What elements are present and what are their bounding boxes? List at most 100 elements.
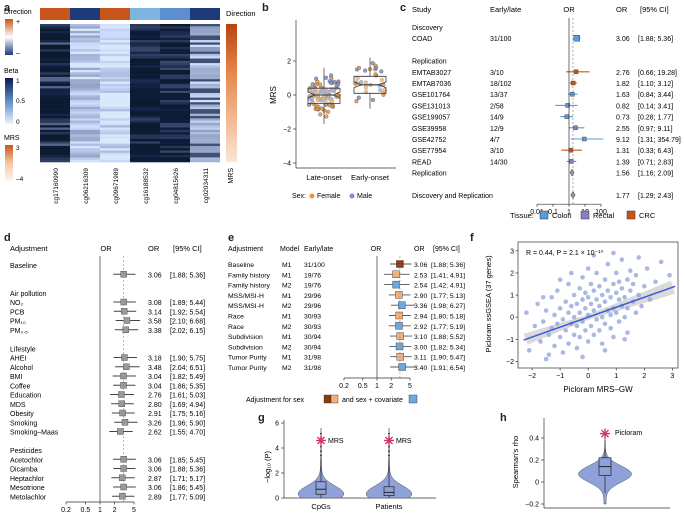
heatmap-cell bbox=[100, 113, 130, 117]
c-study-label: GSE39958 bbox=[412, 126, 446, 133]
heatmap-cell bbox=[190, 150, 220, 154]
heatmap-cell bbox=[40, 118, 70, 121]
heatmap-cell bbox=[130, 145, 160, 149]
e-model: M2 bbox=[282, 324, 292, 331]
heatmap-cell bbox=[130, 155, 160, 158]
heatmap-cell bbox=[190, 148, 220, 151]
heatmap-cell bbox=[160, 83, 190, 87]
heatmap-cell bbox=[160, 106, 190, 110]
e-ratio: 19/76 bbox=[304, 272, 321, 279]
heatmap-cell bbox=[40, 141, 70, 144]
heatmap-cell bbox=[40, 47, 70, 50]
e-adjustment-label: Race bbox=[228, 324, 244, 331]
heatmap-cell bbox=[130, 93, 160, 96]
e-legend-sex-swatch bbox=[330, 394, 339, 404]
heatmap-cell bbox=[130, 116, 160, 119]
h-yticks: 0.4 0.2 0 −0.2 bbox=[525, 436, 544, 509]
direction-cell bbox=[190, 8, 220, 20]
heatmap-cell bbox=[130, 79, 160, 82]
cpg-label: cg02034311 bbox=[203, 168, 210, 204]
e-adjustment-label: Race bbox=[228, 314, 244, 321]
f-point bbox=[571, 332, 577, 338]
heatmap-cell bbox=[70, 76, 100, 80]
heatmap-cell bbox=[160, 70, 190, 73]
c-ratio: 13/37 bbox=[490, 92, 508, 99]
heatmap-cell bbox=[190, 139, 220, 142]
heatmap-cell bbox=[190, 58, 220, 62]
b-point bbox=[325, 96, 331, 101]
direction-cell bbox=[40, 8, 70, 20]
heatmap-cell bbox=[70, 141, 100, 144]
b-point bbox=[356, 95, 361, 100]
f-point bbox=[585, 266, 591, 271]
b-yticks: 2 0 −2 −4 bbox=[283, 59, 296, 168]
f-point bbox=[613, 310, 619, 316]
heatmap-cell bbox=[100, 132, 130, 135]
heatmap-cell bbox=[40, 65, 70, 68]
heatmap-cell bbox=[40, 83, 70, 87]
c-header-or: OR bbox=[616, 5, 628, 14]
heatmap-cell bbox=[100, 53, 130, 57]
heatmap-cell bbox=[70, 97, 100, 101]
c-ci-value: [1.10; 3.12] bbox=[638, 81, 673, 88]
e-x-tick-label: 1 bbox=[375, 383, 379, 390]
c-study-label: GSE101764 bbox=[412, 92, 450, 99]
e-ratio: 30/94 bbox=[304, 334, 321, 341]
f-point bbox=[613, 290, 619, 296]
e-x-tick-label: 2 bbox=[389, 383, 393, 390]
heatmap-cell bbox=[40, 139, 70, 142]
beta-legend-bar bbox=[5, 78, 13, 124]
heatmap-cell bbox=[190, 136, 220, 140]
d-or-value: 2.89 bbox=[148, 494, 162, 501]
f-regression-line bbox=[523, 285, 676, 341]
f-point bbox=[585, 339, 591, 344]
heatmap-cell bbox=[160, 88, 190, 91]
heatmap-cell bbox=[100, 99, 130, 103]
heatmap-cell bbox=[40, 120, 70, 124]
heatmap-cell bbox=[70, 56, 100, 59]
heatmap-cell bbox=[130, 102, 160, 105]
heatmap-cell bbox=[40, 109, 70, 112]
g-outlier bbox=[388, 454, 390, 457]
b-point bbox=[356, 65, 362, 70]
c-ratio: 3/10 bbox=[490, 70, 504, 77]
h-ytick-label: −0.2 bbox=[525, 502, 539, 509]
d-section-heading: Baseline bbox=[10, 263, 37, 270]
g-mrs-star-marker bbox=[384, 435, 394, 446]
f-point bbox=[653, 279, 658, 285]
b-group-early: Early-onset bbox=[351, 173, 390, 182]
heatmap-cell bbox=[70, 63, 100, 66]
c-ratio: 2/58 bbox=[490, 103, 504, 110]
heatmap-cell bbox=[100, 60, 130, 64]
g-group-cpgs: CpGs bbox=[311, 502, 330, 511]
f-point bbox=[616, 319, 622, 324]
c-tissue-label: Tissue: bbox=[510, 211, 534, 220]
d-or-value: 3.14 bbox=[148, 309, 162, 316]
f-point bbox=[644, 266, 650, 271]
heatmap-cell bbox=[100, 70, 130, 73]
heatmap-cell bbox=[40, 63, 70, 66]
heatmap-cell bbox=[130, 58, 160, 62]
heatmap-cell bbox=[100, 83, 130, 87]
d-ci-value: [1.88; 5.36] bbox=[170, 272, 205, 279]
b-ytick-label: −4 bbox=[283, 161, 291, 168]
g-outlier bbox=[388, 450, 390, 453]
c-ci-value: [1.29; 2.43] bbox=[638, 193, 673, 200]
d-ci-value: [1.96; 5.90] bbox=[170, 420, 205, 427]
heatmap-cell bbox=[190, 109, 220, 112]
heatmap-cell bbox=[130, 122, 160, 126]
heatmap-cell bbox=[190, 42, 220, 45]
heatmap-cell bbox=[130, 134, 160, 137]
e-rows: Baseline M1 31/100 3.06 [1.88; 5.36] Family h… bbox=[228, 260, 465, 372]
f-point bbox=[588, 323, 594, 329]
d-x-tick-label: 5 bbox=[132, 507, 136, 514]
f-point bbox=[543, 308, 549, 313]
heatmap-cell bbox=[190, 113, 220, 117]
panel-a-heatmap: Direction MRS cg17160990 cg06216309 cg0967… bbox=[4, 8, 256, 204]
e-ci-value: [1.77; 5.19] bbox=[431, 324, 465, 331]
beta-tick-05: 0.5 bbox=[16, 98, 25, 105]
d-row-label: Smoking bbox=[10, 420, 37, 427]
d-ci-value: [2.10; 6.68] bbox=[170, 319, 205, 326]
d-or-value: 3.08 bbox=[148, 300, 162, 307]
f-point bbox=[569, 270, 574, 276]
